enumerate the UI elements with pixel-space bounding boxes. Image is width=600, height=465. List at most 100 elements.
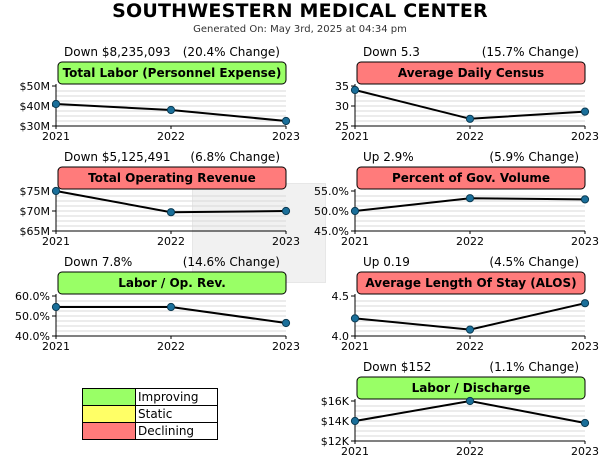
- title-banner: [356, 61, 586, 85]
- x-tick-label: 2021: [42, 130, 70, 143]
- change-value: Up 0.19: [363, 255, 410, 269]
- chart-title: Average Daily Census: [398, 66, 544, 80]
- data-point: [580, 299, 590, 308]
- x-tick-label: 2021: [341, 235, 369, 248]
- title-banner: [57, 166, 287, 190]
- data-point: [281, 116, 291, 126]
- legend-label-improving: Improving: [135, 388, 218, 406]
- change-value: Down $152: [363, 360, 431, 374]
- generated-timestamp: Generated On: May 3rd, 2025 at 04:34 pm: [193, 24, 407, 35]
- y-tick-label: 35: [335, 80, 349, 93]
- x-tick-label: 2022: [157, 340, 185, 353]
- chart-panel: Down 5.3 (15.7% Change) Average Daily Cens…: [335, 45, 599, 143]
- data-point: [350, 314, 360, 323]
- title-banner: [57, 271, 287, 295]
- data-point: [580, 195, 590, 204]
- y-tick-label: $30M: [20, 120, 51, 133]
- legend-row-static: Static: [82, 405, 218, 423]
- y-tick-label: 50.0%: [314, 205, 349, 218]
- x-tick-label: 2023: [272, 130, 300, 143]
- chart-panel: Down 7.8% (14.6% Change) Labor / Op. Rev. 4…: [15, 255, 300, 353]
- x-tick-label: 2023: [571, 445, 599, 458]
- chart-panel: Up 0.19 (4.5% Change) Average Length Of St…: [332, 255, 600, 353]
- legend-swatch-declining: [82, 422, 136, 440]
- legend-label-declining: Declining: [135, 422, 218, 440]
- change-value: Up 2.9%: [363, 150, 414, 164]
- y-tick-label: 4.0: [332, 330, 350, 343]
- x-tick-label: 2023: [272, 235, 300, 248]
- y-tick-label: $40M: [20, 100, 51, 113]
- change-value: Down 5.3: [363, 45, 420, 59]
- y-tick-label: 30: [335, 100, 349, 113]
- change-value: Down $5,125,491: [64, 150, 171, 164]
- change-percent: (5.9% Change): [489, 150, 579, 164]
- data-point: [580, 418, 590, 428]
- y-tick-label: 50.0%: [15, 310, 50, 323]
- x-tick-label: 2021: [42, 340, 70, 353]
- x-tick-label: 2022: [157, 235, 185, 248]
- data-point: [350, 416, 360, 426]
- chart-panel: Down $5,125,491 (6.8% Change) Total Operat…: [20, 150, 301, 248]
- data-point: [281, 318, 291, 328]
- chart-title: Labor / Op. Rev.: [118, 276, 226, 290]
- chart-title: Labor / Discharge: [412, 381, 531, 395]
- y-tick-label: 55.0%: [314, 185, 349, 198]
- legend-row-declining: Declining: [82, 422, 218, 440]
- series-line: [354, 89, 586, 120]
- chart-title: Average Length Of Stay (ALOS): [365, 276, 576, 290]
- chart-panel: Down $8,235,093 (20.4% Change) Total Labor…: [20, 45, 301, 143]
- data-point: [580, 107, 590, 116]
- x-tick-label: 2022: [456, 445, 484, 458]
- data-point: [465, 114, 475, 123]
- x-tick-label: 2023: [272, 340, 300, 353]
- data-point: [166, 208, 176, 217]
- legend-swatch-improving: [82, 388, 136, 406]
- change-value: Down 7.8%: [64, 255, 132, 269]
- data-point: [51, 186, 61, 196]
- x-tick-label: 2021: [341, 130, 369, 143]
- data-point: [51, 302, 61, 312]
- data-point: [166, 105, 176, 115]
- chart-panel: Down $152 (1.1% Change) Labor / Discharge $…: [321, 360, 599, 458]
- chart-title: Total Operating Revenue: [88, 171, 256, 185]
- change-percent: (4.5% Change): [489, 255, 579, 269]
- data-point: [350, 85, 360, 95]
- x-tick-label: 2021: [341, 445, 369, 458]
- change-value: Down $8,235,093: [64, 45, 171, 59]
- title-banner: [356, 271, 586, 295]
- chart-title: Percent of Gov. Volume: [392, 171, 550, 185]
- data-point: [465, 194, 475, 203]
- x-tick-label: 2022: [456, 340, 484, 353]
- x-tick-label: 2021: [42, 235, 70, 248]
- change-percent: (14.6% Change): [183, 255, 280, 269]
- y-tick-label: $12K: [321, 435, 350, 448]
- data-point: [281, 206, 291, 216]
- title-banner: [356, 166, 586, 190]
- x-tick-label: 2022: [456, 130, 484, 143]
- change-percent: (1.1% Change): [489, 360, 579, 374]
- x-tick-label: 2021: [341, 340, 369, 353]
- y-tick-label: 4.5: [332, 290, 350, 303]
- legend-swatch-static: [82, 405, 136, 423]
- change-percent: (6.8% Change): [190, 150, 280, 164]
- y-tick-label: $50M: [20, 80, 51, 93]
- y-tick-label: 25: [335, 120, 349, 133]
- y-tick-label: 40.0%: [15, 330, 50, 343]
- y-tick-label: $75M: [20, 185, 51, 198]
- y-tick-label: $16K: [321, 395, 350, 408]
- data-point: [350, 206, 360, 216]
- x-tick-label: 2022: [157, 130, 185, 143]
- x-tick-label: 2023: [571, 235, 599, 248]
- x-tick-label: 2023: [571, 340, 599, 353]
- chart-panel: Up 2.9% (5.9% Change) Percent of Gov. Volu…: [314, 150, 599, 248]
- data-point: [166, 302, 176, 312]
- chart-title: Total Labor (Personnel Expense): [63, 66, 282, 80]
- data-point: [465, 325, 475, 334]
- page-title: SOUTHWESTERN MEDICAL CENTER: [112, 0, 488, 22]
- y-tick-label: 45.0%: [314, 225, 349, 238]
- data-point: [465, 396, 475, 406]
- legend-label-static: Static: [135, 405, 218, 423]
- data-point: [51, 99, 61, 109]
- y-tick-label: $14K: [321, 415, 350, 428]
